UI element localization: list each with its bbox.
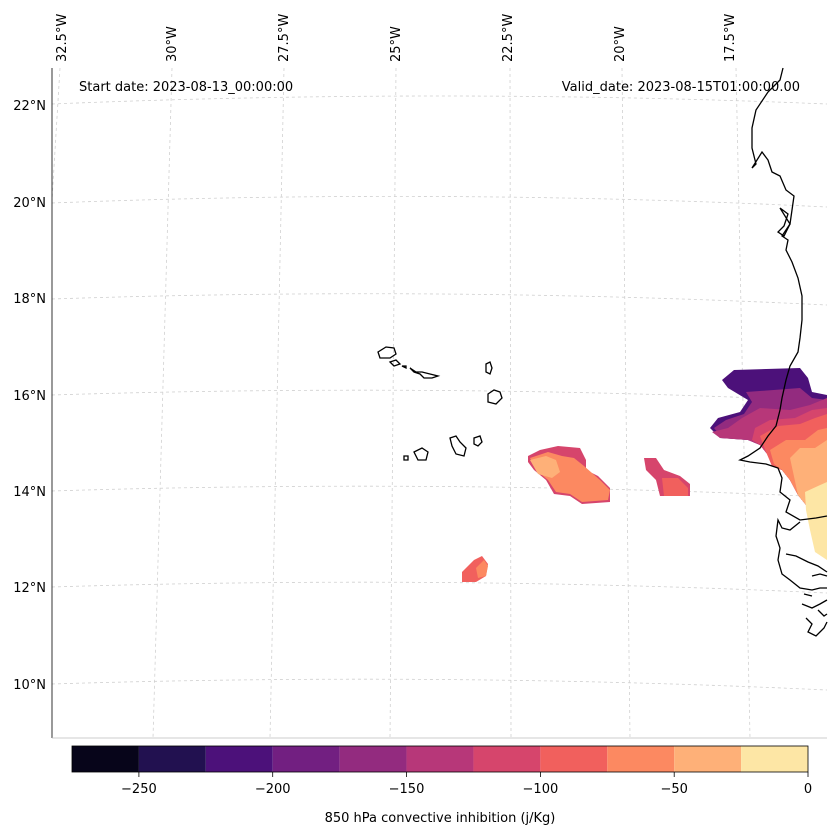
africa-coastline xyxy=(738,67,828,637)
lat-label: 10°N xyxy=(13,678,46,693)
colorbar-tick-label: −250 xyxy=(121,782,157,797)
colorbar-swatch xyxy=(540,746,608,772)
colorbar-swatch xyxy=(138,746,206,772)
longitude-labels: 32.5°W 30°W 27.5°W 25°W 22.5°W 20°W 17.5… xyxy=(55,14,738,62)
island-brava xyxy=(403,455,409,461)
colorbar-tick-label: 0 xyxy=(804,782,812,797)
island-santiago xyxy=(449,435,467,457)
colorbar-swatches xyxy=(72,746,808,772)
lat-label: 14°N xyxy=(13,485,46,500)
map-frame xyxy=(52,68,827,738)
colorbar-swatch xyxy=(205,746,273,772)
colorbar-swatch xyxy=(607,746,675,772)
island-sal xyxy=(485,361,493,375)
island-santa-luzia xyxy=(401,365,407,370)
colorbar-ticks xyxy=(138,772,809,777)
start-date-label: Start date: 2023-08-13_00:00:00 xyxy=(79,80,293,95)
colorbar-title: 850 hPa convective inhibition (j/Kg) xyxy=(325,811,556,826)
coast-detail-north xyxy=(776,207,791,237)
cin-ocean-patches xyxy=(462,446,690,582)
island-sao-nicolau xyxy=(409,367,441,379)
latitude-labels: 22°N 20°N 18°N 16°N 14°N 12°N 10°N xyxy=(13,99,46,693)
colorbar-swatch xyxy=(406,746,474,772)
cin-patch-south-2 xyxy=(476,560,488,578)
lon-label: 17.5°W xyxy=(723,14,738,62)
colorbar-tick-label: −50 xyxy=(660,782,687,797)
cape-verde-islands xyxy=(377,346,503,461)
coast-detail-gambia xyxy=(803,573,828,597)
graticule xyxy=(51,67,828,739)
lat-label: 16°N xyxy=(13,389,46,404)
lat-label: 18°N xyxy=(13,292,46,307)
lon-label: 20°W xyxy=(613,26,628,62)
lon-label: 30°W xyxy=(165,26,180,62)
lat-label: 22°N xyxy=(13,99,46,114)
lat-label: 20°N xyxy=(13,196,46,211)
colorbar-swatch xyxy=(272,746,340,772)
cin-patch-center-3 xyxy=(530,456,560,478)
cin-mainland-8 xyxy=(805,482,827,560)
island-fogo xyxy=(413,447,429,461)
colorbar: −250 −200 −150 −100 −50 0 850 hPa convec… xyxy=(71,745,812,826)
coastline xyxy=(738,67,828,637)
lon-label: 22.5°W xyxy=(501,14,516,62)
cin-contours xyxy=(710,368,827,560)
lat-label: 12°N xyxy=(13,581,46,596)
cin-patch-east-2 xyxy=(662,478,688,496)
colorbar-tick-label: −100 xyxy=(523,782,559,797)
valid-date-label: Valid_date: 2023-08-15T01:00:00.00 xyxy=(562,80,800,95)
colorbar-swatch xyxy=(339,746,407,772)
island-boa-vista xyxy=(487,389,503,405)
colorbar-swatch xyxy=(741,746,808,772)
colorbar-swatch xyxy=(674,746,742,772)
colorbar-swatch xyxy=(473,746,541,772)
island-sao-vicente xyxy=(388,359,402,367)
lon-label: 32.5°W xyxy=(55,14,70,62)
colorbar-tick-label: −200 xyxy=(255,782,291,797)
lon-label: 27.5°W xyxy=(277,14,292,62)
island-maio xyxy=(473,435,483,447)
lon-label: 25°W xyxy=(389,26,404,62)
colorbar-frame xyxy=(71,745,809,773)
island-santo-antao xyxy=(377,346,397,359)
colorbar-tick-label: −150 xyxy=(389,782,425,797)
colorbar-swatch xyxy=(72,746,139,772)
